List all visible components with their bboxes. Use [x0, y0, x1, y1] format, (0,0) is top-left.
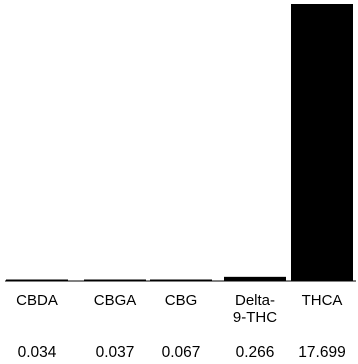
category-label: CBGA: [94, 292, 137, 309]
bars-group: [6, 4, 353, 281]
category-label: CBDA: [16, 292, 58, 309]
bar-delta-9-thc: [224, 276, 286, 281]
value-labels: 0.034 0.037 0.067 0.266 17.699: [18, 344, 346, 361]
bar-cbg: [150, 279, 212, 281]
category-labels: CBDA CBGA CBG Delta-9-THC THCA: [16, 292, 342, 326]
bar-cbda: [6, 279, 68, 281]
category-label: 9-THC: [233, 309, 277, 326]
category-label: CBG: [165, 292, 198, 309]
value-label: 17.699: [298, 344, 345, 361]
category-label: THCA: [302, 292, 343, 309]
bar-thca: [291, 4, 353, 281]
value-label: 0.037: [96, 344, 135, 361]
bar-cbga: [84, 279, 146, 281]
value-label: 0.266: [236, 344, 275, 361]
category-label: Delta-: [235, 292, 275, 309]
value-label: 0.034: [18, 344, 57, 361]
value-label: 0.067: [162, 344, 201, 361]
